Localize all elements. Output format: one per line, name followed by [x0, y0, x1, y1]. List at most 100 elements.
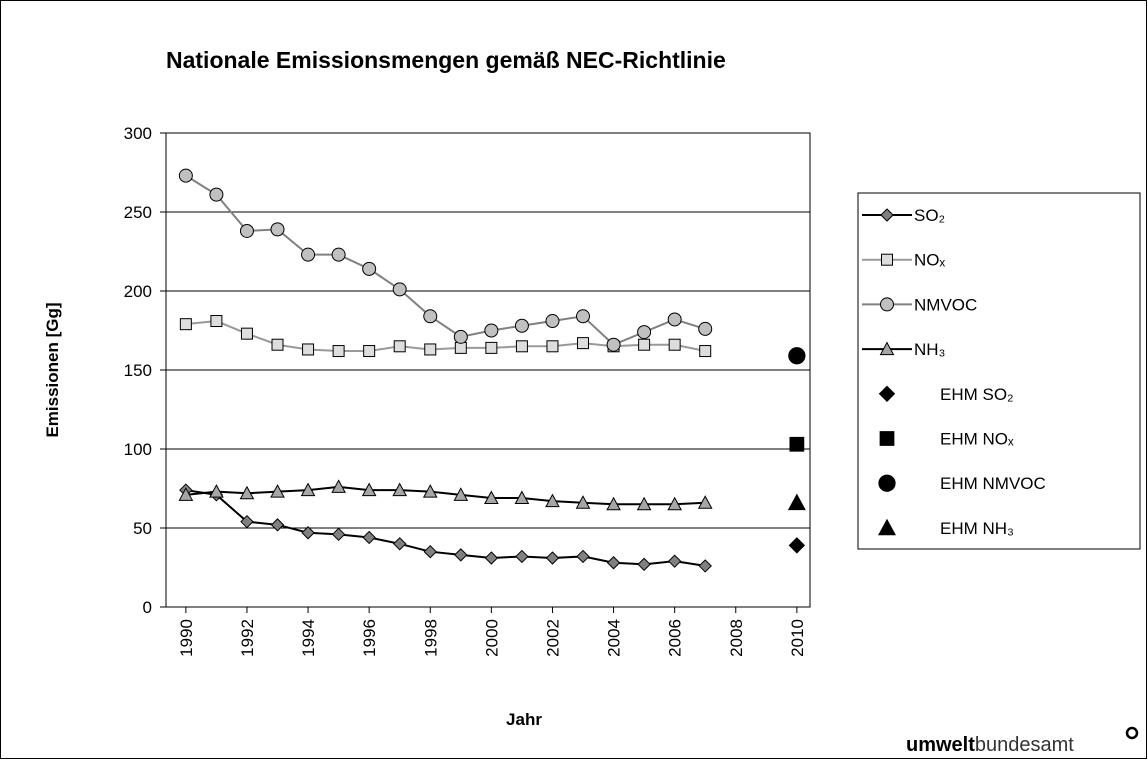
data-point [789, 436, 805, 452]
data-point [240, 327, 253, 340]
x-tick-label: 1996 [360, 619, 379, 657]
legend-marker [879, 341, 895, 356]
data-point [178, 487, 194, 501]
x-tick-label: 2002 [543, 619, 562, 657]
legend-marker [880, 208, 894, 222]
y-axis-label: Emissionen [Gg] [43, 302, 62, 437]
legend-label: EHM NOₓ [940, 430, 1014, 449]
data-point [361, 482, 377, 497]
data-point [606, 496, 621, 511]
data-point [698, 321, 713, 336]
data-point [422, 484, 438, 498]
data-point [515, 340, 528, 353]
data-point [179, 318, 192, 331]
data-point [363, 345, 376, 358]
y-tick-label: 100 [124, 440, 152, 459]
data-point [545, 551, 560, 565]
data-point [423, 544, 437, 559]
data-point [514, 490, 530, 504]
data-point [240, 514, 254, 529]
logo-icon [1125, 726, 1139, 740]
series-line [185, 485, 706, 506]
chart-title: Nationale Emissionsmengen gemäß NEC-Rich… [166, 47, 726, 73]
x-tick-label: 1998 [421, 619, 440, 657]
legend-label: EHM NMVOC [940, 474, 1046, 493]
data-point [453, 329, 468, 344]
data-point [576, 549, 590, 564]
legend-marker [880, 297, 894, 312]
data-point [788, 537, 806, 554]
data-point [239, 223, 254, 238]
y-tick-label: 50 [133, 519, 152, 538]
data-point [637, 325, 652, 340]
x-tick-label: 2004 [605, 619, 624, 657]
y-tick-label: 300 [124, 124, 152, 143]
data-point [454, 341, 467, 354]
data-point [424, 343, 437, 356]
x-tick-label: 2006 [666, 619, 685, 657]
data-point [577, 337, 590, 350]
data-point [210, 315, 223, 328]
data-point [423, 309, 438, 324]
data-point [392, 282, 407, 297]
data-point [546, 340, 559, 353]
data-point [302, 343, 315, 356]
data-point [667, 312, 682, 327]
data-point [636, 496, 652, 511]
data-point [606, 337, 621, 352]
data-point [485, 341, 498, 354]
data-point [270, 222, 285, 237]
data-point [576, 309, 591, 324]
legend-label: EHM SO₂ [940, 385, 1014, 404]
legend-label: SO₂ [914, 206, 945, 225]
data-point [331, 247, 346, 262]
data-point [362, 530, 376, 545]
data-point [178, 168, 193, 183]
legend-label: NMVOC [914, 295, 977, 314]
y-tick-label: 0 [143, 598, 152, 617]
x-tick-label: 2000 [482, 619, 501, 657]
legend-marker [878, 385, 896, 403]
y-tick-label: 250 [124, 203, 152, 222]
data-point [271, 338, 284, 351]
data-point [484, 490, 499, 504]
legend-label: NH₃ [914, 340, 945, 359]
data-point [301, 247, 316, 262]
data-point [484, 551, 499, 565]
logo-bold: umwelt [906, 734, 975, 756]
y-tick-label: 150 [124, 361, 152, 380]
data-point [300, 482, 316, 497]
data-point [788, 347, 806, 365]
y-tick-label: 200 [124, 282, 152, 301]
data-point [697, 495, 713, 509]
data-point [331, 527, 346, 542]
data-point [667, 496, 683, 511]
data-point [667, 554, 682, 568]
data-point [209, 484, 224, 498]
data-point [545, 493, 560, 508]
data-point [301, 526, 315, 540]
data-point [698, 559, 712, 573]
data-point [270, 518, 285, 532]
data-point [209, 187, 224, 202]
data-point [453, 487, 469, 501]
data-point [638, 338, 651, 351]
data-point [668, 338, 681, 351]
data-point [484, 323, 499, 338]
legend-box [857, 192, 1141, 550]
legend-marker [879, 431, 895, 446]
data-point [545, 314, 560, 329]
data-point [362, 261, 377, 276]
data-point [393, 340, 406, 353]
data-point [787, 493, 806, 511]
data-point [606, 556, 621, 570]
legend-label: NOₓ [914, 251, 946, 270]
legend-marker [881, 253, 893, 266]
data-point [332, 345, 345, 358]
data-point [331, 479, 346, 493]
data-point [515, 549, 529, 564]
logo: umweltbundesamt [906, 734, 1074, 756]
x-tick-label: 2010 [788, 619, 807, 657]
legend-marker [878, 474, 896, 492]
